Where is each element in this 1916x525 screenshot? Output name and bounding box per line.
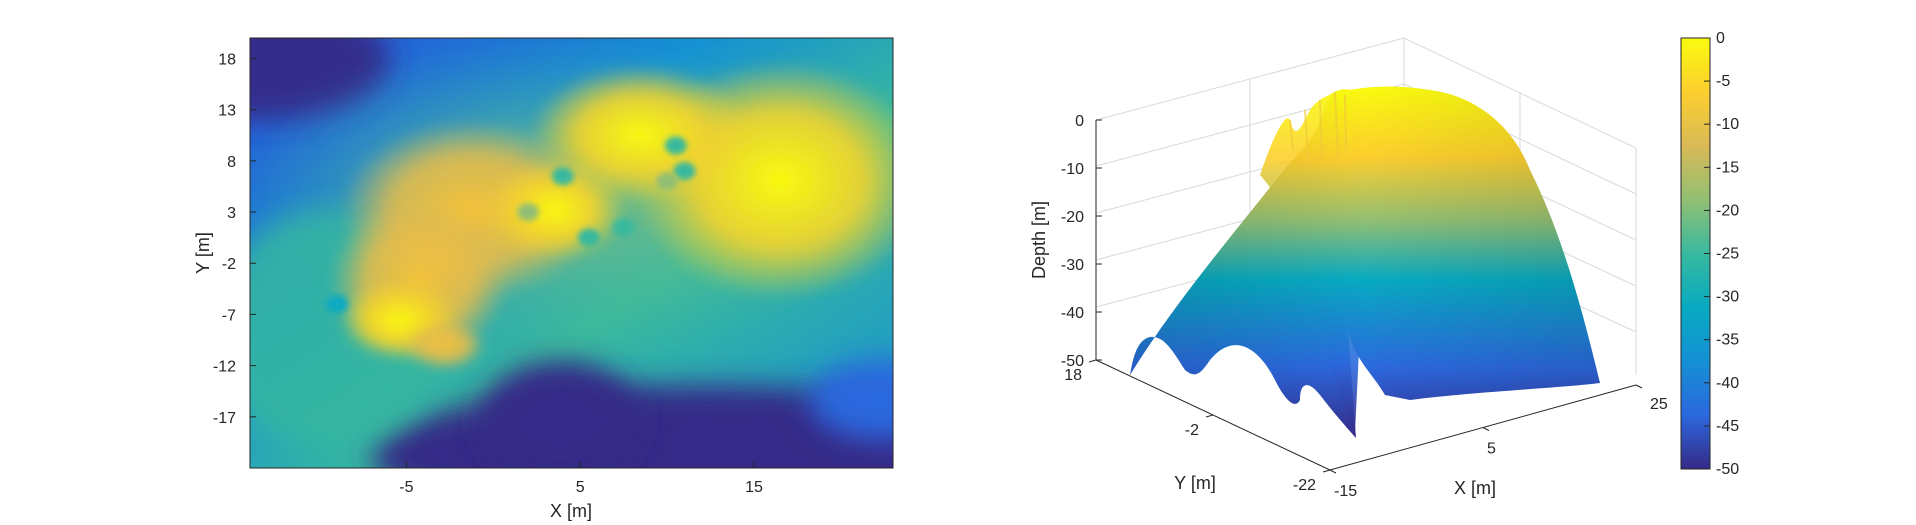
surface-z-tick-label: -20 bbox=[1061, 209, 1084, 226]
surface-x-label: X [m] bbox=[1454, 478, 1496, 498]
heatmap-hotspot bbox=[551, 167, 574, 186]
surface-axes: 0 -10 -20 -30 -40 -50 18 -2 -22 -15 5 25 Depth [m… bbox=[1029, 37, 1668, 500]
surface-y-tick-mark bbox=[1205, 414, 1214, 418]
heatmap-hotspot bbox=[673, 162, 696, 181]
surface-x-tick-label: 5 bbox=[1487, 441, 1496, 458]
colorbar-tick-label: 0 bbox=[1716, 30, 1725, 47]
surface-y-tick-label: -2 bbox=[1185, 422, 1199, 439]
heatmap-image bbox=[250, 38, 893, 468]
colorbar-tick-label: -10 bbox=[1716, 116, 1739, 133]
surface-z-ticks: 0 -10 -20 -30 -40 -50 bbox=[1061, 113, 1102, 370]
heatmap-x-tick-label: 5 bbox=[576, 479, 585, 496]
surface-y-tick-label: -22 bbox=[1293, 477, 1316, 494]
heatmap-hotspot bbox=[577, 228, 600, 247]
surface-z-tick-label: -40 bbox=[1061, 305, 1084, 322]
surface-x-tick-mark bbox=[1482, 427, 1490, 431]
heatmap-y-tick-label: 13 bbox=[218, 103, 236, 120]
surface-x-tick-mark bbox=[1329, 469, 1337, 474]
surface-y-ticks: 18 -2 -22 bbox=[1064, 359, 1331, 494]
colorbar-tick-label: -5 bbox=[1716, 73, 1730, 90]
colorbar-tick-label: -35 bbox=[1716, 332, 1739, 349]
heatmap-y-tick-label: -17 bbox=[213, 410, 236, 427]
colorbar-tick-label: -40 bbox=[1716, 375, 1739, 392]
surface-mesh bbox=[1130, 86, 1600, 438]
heatmap-y-label: Y [m] bbox=[193, 232, 213, 274]
surface-z-label: Depth [m] bbox=[1029, 201, 1049, 279]
heatmap-x-tick-label: -5 bbox=[399, 479, 413, 496]
heatmap-y-ticks: 18 13 8 3 -2 -7 -12 -17 bbox=[213, 51, 256, 427]
colorbar: 0 -5 -10 -15 -20 -25 -30 -35 -40 -45 -50 bbox=[1680, 30, 1739, 478]
heatmap-hotspot bbox=[612, 218, 635, 237]
surface-y-tick-label: 18 bbox=[1064, 367, 1082, 384]
colorbar-tick-label: -30 bbox=[1716, 289, 1739, 306]
heatmap-hotspot bbox=[664, 136, 687, 155]
surface-z-tick-label: -30 bbox=[1061, 257, 1084, 274]
surface-z-tick-label: -50 bbox=[1061, 353, 1084, 370]
colorbar-tick-label: -25 bbox=[1716, 246, 1739, 263]
surface-x-ticks: -15 5 25 bbox=[1329, 384, 1668, 500]
heatmap-x-label: X [m] bbox=[550, 501, 592, 521]
heatmap-y-tick-label: 3 bbox=[227, 205, 236, 222]
surface-y-tick-mark bbox=[1322, 469, 1331, 473]
heatmap-y-tick-label: 18 bbox=[218, 51, 236, 68]
heatmap-x-tick-label: 15 bbox=[745, 479, 763, 496]
surface-z-tick-label: 0 bbox=[1075, 113, 1084, 130]
colorbar-tick-label: -45 bbox=[1716, 418, 1739, 435]
heatmap-y-tick-label: -2 bbox=[222, 256, 236, 273]
heatmap-hotspot bbox=[656, 172, 679, 191]
colorbar-tick-label: -20 bbox=[1716, 202, 1739, 219]
heatmap-hotspot bbox=[517, 203, 540, 222]
heatmap-frame bbox=[249, 37, 894, 469]
surface-y-label: Y [m] bbox=[1174, 473, 1216, 493]
surface-x-tick-label: -15 bbox=[1334, 483, 1357, 500]
heatmap-axes: -5 5 15 18 13 8 3 -2 -7 -12 -17 X [m] Y [m] bbox=[193, 37, 894, 521]
heatmap-y-tick-label: 8 bbox=[227, 154, 236, 171]
colorbar-ticks: 0 -5 -10 -15 -20 -25 -30 -35 -40 -45 -50 bbox=[1704, 30, 1739, 478]
heatmap-y-tick-label: -7 bbox=[222, 307, 236, 324]
colorbar-tick-label: -50 bbox=[1716, 461, 1739, 478]
surface-z-tick-label: -10 bbox=[1061, 161, 1084, 178]
colorbar-tick-label: -15 bbox=[1716, 159, 1739, 176]
heatmap-hotspot bbox=[325, 295, 348, 314]
surface-x-tick-label: 25 bbox=[1650, 396, 1668, 413]
heatmap-x-ticks: -5 5 15 bbox=[399, 462, 763, 496]
heatmap-hotspots bbox=[325, 136, 696, 314]
surface-x-tick-mark bbox=[1635, 384, 1643, 389]
heatmap-y-tick-label: -12 bbox=[213, 359, 236, 376]
surface-y-tick-mark bbox=[1088, 359, 1097, 363]
